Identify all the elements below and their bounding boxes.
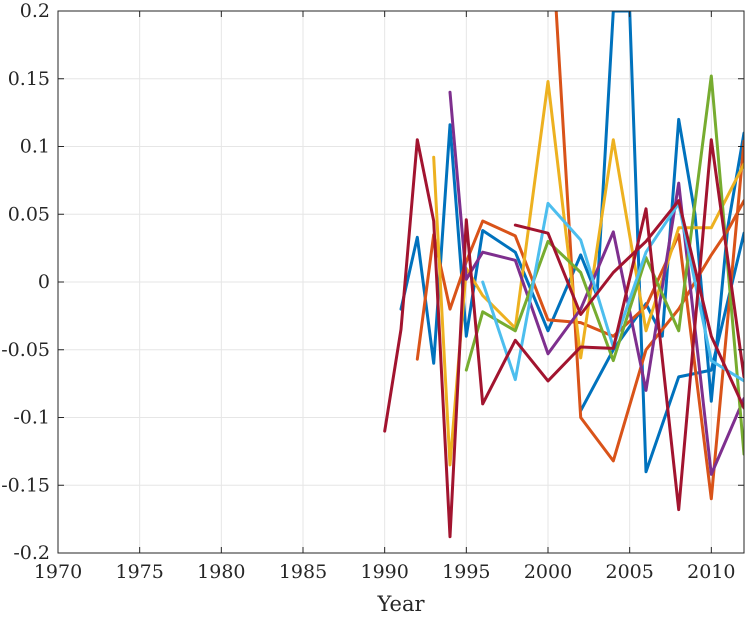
series-group [383, 11, 744, 539]
axis-ticks: 1970 1975 1980 1985 1990 1995 2000 2005 2010 -0.2… [1, 0, 744, 583]
y-tick-label: 0.05 [8, 203, 50, 225]
series-line [415, 139, 744, 501]
series-line [399, 11, 744, 474]
x-tick-label: 2000 [524, 561, 572, 583]
x-tick-label: 2005 [605, 561, 653, 583]
x-tick-label: 1975 [115, 561, 163, 583]
y-tick-label: -0.2 [13, 542, 50, 564]
y-tick-label: -0.15 [1, 474, 50, 496]
series-line [579, 117, 744, 413]
x-tick-label: 2010 [687, 561, 735, 583]
series-line [464, 74, 744, 456]
series-line [383, 138, 744, 539]
x-tick-label: 1990 [360, 561, 408, 583]
x-tick-label: 1980 [197, 561, 245, 583]
y-tick-label: -0.05 [1, 339, 50, 361]
y-tick-label: 0.2 [20, 0, 50, 22]
x-tick-label: 1995 [442, 561, 490, 583]
series-line [513, 199, 744, 410]
y-tick-label: 0 [38, 271, 50, 293]
series-line [448, 90, 744, 476]
x-axis-label: Year [376, 592, 425, 616]
grid [57, 10, 744, 554]
y-tick-label: 0.1 [20, 136, 50, 158]
y-tick-label: -0.1 [13, 407, 50, 429]
x-tick-label: 1970 [34, 561, 82, 583]
x-tick-label: 1985 [279, 561, 327, 583]
y-tick-label: 0.15 [8, 68, 50, 90]
